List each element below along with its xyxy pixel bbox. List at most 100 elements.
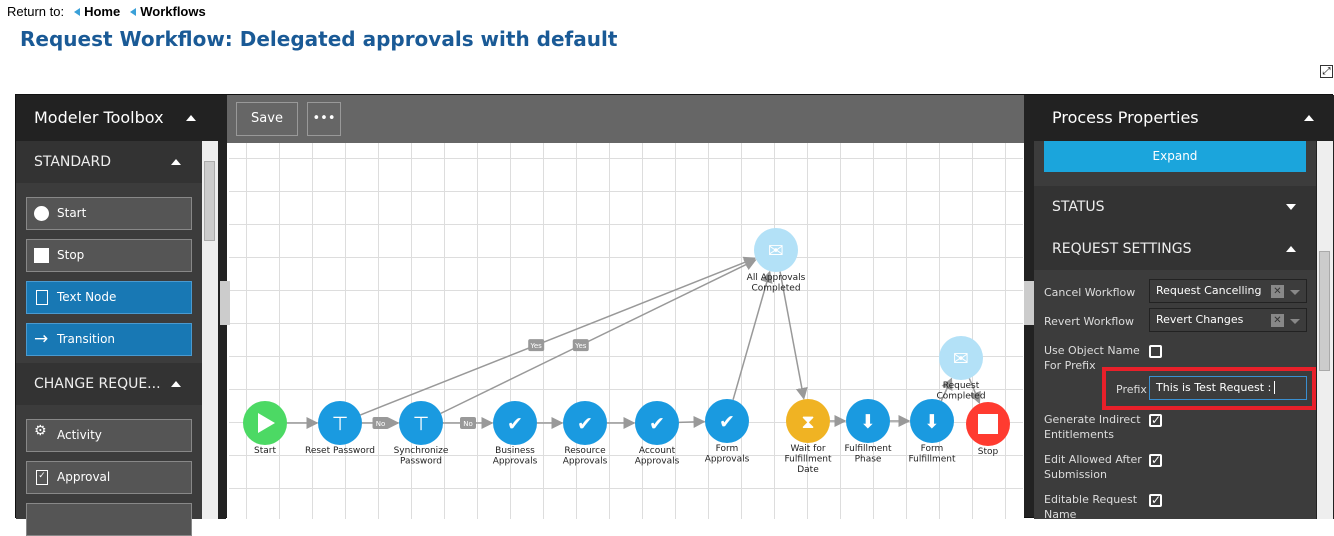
designer-toolbar: Save ••• xyxy=(227,95,1024,143)
revert-workflow-select[interactable]: Revert Changes ✕ xyxy=(1149,308,1307,332)
breadcrumb-home[interactable]: Home xyxy=(84,4,121,19)
circle-icon xyxy=(34,206,49,221)
transition-form_appr-all_appr[interactable] xyxy=(732,270,773,401)
cancel-workflow-label: Cancel Workflow xyxy=(1044,286,1136,299)
workflow-canvas[interactable]: No No Yes Yes Start ⊤ Reset Password ⊤ Synchroni… xyxy=(229,143,1023,519)
collapse-icon[interactable] xyxy=(1286,246,1296,252)
generate-indirect-checkbox[interactable]: ✓ xyxy=(1149,413,1162,427)
collapse-right-handle[interactable] xyxy=(1024,281,1034,325)
collapse-icon[interactable] xyxy=(171,381,181,387)
properties-body: Expand STATUS REQUEST SETTINGS Cancel Wo… xyxy=(1034,141,1316,519)
expand-button[interactable]: Expand xyxy=(1044,141,1306,172)
transition-account-form_appr[interactable] xyxy=(678,415,706,428)
edit-allowed-checkbox[interactable]: ✓ xyxy=(1149,453,1162,467)
transition-all_appr-wait[interactable] xyxy=(779,271,808,400)
transition-label: Yes xyxy=(528,339,545,352)
collapse-icon[interactable] xyxy=(1304,115,1314,121)
collapse-left-handle[interactable] xyxy=(220,281,230,325)
select-value: Revert Changes xyxy=(1156,313,1244,326)
generate-indirect-label: Generate Indirect Entitlements xyxy=(1044,413,1141,441)
tool-label: Approval xyxy=(57,470,111,484)
properties-header[interactable]: Process Properties xyxy=(1034,95,1334,141)
section-status[interactable]: STATUS xyxy=(1034,186,1316,228)
properties-title: Process Properties xyxy=(1052,108,1199,127)
tool-label: Stop xyxy=(57,248,85,262)
tool-label: Start xyxy=(57,206,87,220)
email-icon: ✉ xyxy=(953,348,969,370)
section-label: STANDARD xyxy=(34,154,112,170)
collapse-icon[interactable] xyxy=(186,115,196,121)
change-request-items: ⚙ Activity ✓ Approval xyxy=(16,405,202,536)
expand-icon[interactable] xyxy=(1286,204,1296,210)
node-account[interactable]: ✔ Account Approvals xyxy=(635,401,680,467)
prefix-highlight xyxy=(1102,367,1316,410)
scroll-thumb[interactable] xyxy=(204,161,215,241)
toolbox-scrollbar[interactable] xyxy=(202,141,218,519)
transition-label: No xyxy=(372,417,389,429)
node-label: Start xyxy=(254,446,276,456)
node-reset[interactable]: ⊤ Reset Password xyxy=(305,401,375,456)
use-object-name-checkbox[interactable] xyxy=(1149,345,1162,358)
hourglass-icon: ⧗ xyxy=(801,411,814,433)
revert-workflow-label: Revert Workflow xyxy=(1044,315,1135,328)
node-fulfill[interactable]: ⬇ Fulfillment Phase xyxy=(844,399,892,465)
clear-icon[interactable]: ✕ xyxy=(1271,285,1284,298)
email-icon: ✉ xyxy=(768,240,784,262)
node-form_ful[interactable]: ⬇ Form Fulfillment xyxy=(908,399,956,465)
transition-label: No xyxy=(460,417,476,429)
tool-stop[interactable]: Stop xyxy=(26,239,192,272)
node-resource[interactable]: ✔ Resource Approvals xyxy=(563,401,608,467)
section-change-request[interactable]: CHANGE REQUE... xyxy=(16,363,202,405)
back-arrow-icon xyxy=(74,8,81,16)
collapse-icon[interactable] xyxy=(171,159,181,165)
svg-text:Yes: Yes xyxy=(574,342,587,350)
standard-items: Start Stop Text Node → Transition xyxy=(16,183,202,363)
node-sync[interactable]: ⊤ Synchronize Password xyxy=(394,401,449,467)
breadcrumb-workflows[interactable]: Workflows xyxy=(140,4,206,19)
tool-start[interactable]: Start xyxy=(26,197,192,230)
more-options-button[interactable]: ••• xyxy=(307,102,341,136)
save-button[interactable]: Save xyxy=(236,102,298,136)
node-stop[interactable]: Stop xyxy=(966,402,1010,457)
toolbox-header[interactable]: Modeler Toolbox xyxy=(16,95,226,141)
properties-scrollbar[interactable] xyxy=(1317,141,1333,519)
cancel-workflow-select[interactable]: Request Cancelling ✕ xyxy=(1149,279,1307,303)
tool-label: Text Node xyxy=(57,290,117,304)
tool-more[interactable] xyxy=(26,503,192,536)
scroll-thumb[interactable] xyxy=(1319,251,1330,371)
transition-reset-all_appr[interactable] xyxy=(360,256,757,416)
transition-form_ful-req_done[interactable] xyxy=(940,377,953,402)
section-request-settings[interactable]: REQUEST SETTINGS xyxy=(1034,228,1316,270)
folder-download-icon: ⬇ xyxy=(860,411,876,433)
tool-approval[interactable]: ✓ Approval xyxy=(26,461,192,494)
tool-text-node[interactable]: Text Node xyxy=(26,281,192,314)
tool-transition[interactable]: → Transition xyxy=(26,323,192,356)
tool-activity[interactable]: ⚙ Activity xyxy=(26,419,192,452)
node-wait[interactable]: ⧗ Wait for Fulfillment Date xyxy=(784,399,832,475)
gears-icon: ⚙ xyxy=(34,423,47,439)
prefix-input[interactable]: This is Test Request : xyxy=(1149,376,1307,400)
svg-text:No: No xyxy=(376,420,386,428)
document-icon xyxy=(36,290,48,305)
node-form_appr[interactable]: ✔ Form Approvals xyxy=(705,399,750,465)
tool-label: Activity xyxy=(57,428,102,442)
clear-icon[interactable]: ✕ xyxy=(1271,314,1284,327)
editable-name-checkbox[interactable]: ✓ xyxy=(1149,493,1162,507)
node-business[interactable]: ✔ Business Approvals xyxy=(493,401,538,467)
node-req_done[interactable]: ✉ Request Completed xyxy=(936,336,986,402)
fullscreen-icon[interactable]: ⤢ xyxy=(1320,65,1333,78)
svg-text:Yes: Yes xyxy=(530,342,543,350)
node-label: Form Approvals xyxy=(705,444,750,465)
node-label: Business Approvals xyxy=(493,446,538,467)
chevron-down-icon[interactable] xyxy=(1290,319,1300,324)
chevron-down-icon[interactable] xyxy=(1290,290,1300,295)
node-label: Reset Password xyxy=(305,446,375,456)
transition-req_done-stop[interactable] xyxy=(968,378,981,405)
node-all_appr[interactable]: ✉ All Approvals Completed xyxy=(747,228,806,294)
svg-text:No: No xyxy=(463,420,473,428)
editable-name-label: Editable Request Name xyxy=(1044,493,1138,519)
section-standard[interactable]: STANDARD xyxy=(16,141,202,183)
node-start[interactable]: Start xyxy=(243,401,287,456)
transition-sync-all_appr[interactable] xyxy=(440,259,757,415)
edit-allowed-label: Edit Allowed After Submission xyxy=(1044,453,1142,481)
